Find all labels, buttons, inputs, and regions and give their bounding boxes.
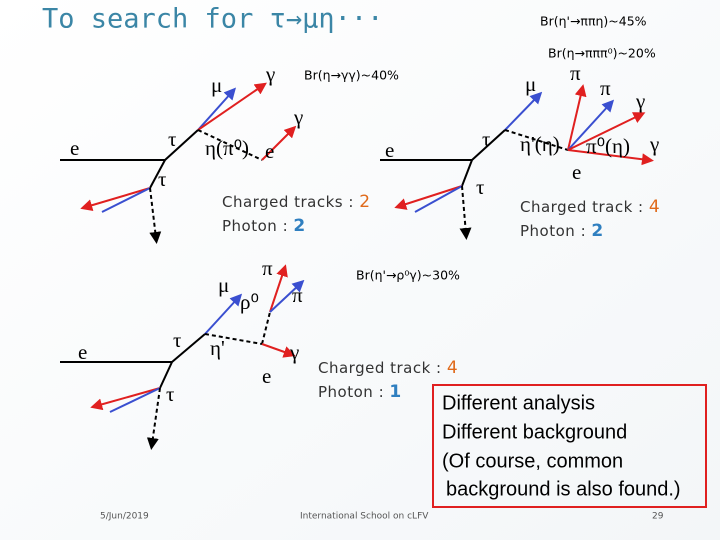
particle-label: η'(η) bbox=[520, 132, 560, 156]
neutrino-line bbox=[459, 185, 472, 240]
particle-label: μ bbox=[525, 72, 536, 96]
tau-line bbox=[149, 159, 166, 189]
photon-count: Photon : 2 bbox=[222, 216, 306, 236]
particle-label: τ bbox=[166, 382, 174, 406]
track-count: Charged tracks : 2 bbox=[222, 192, 371, 212]
rho-line bbox=[261, 311, 271, 345]
tau-line bbox=[471, 129, 506, 161]
photon-line bbox=[567, 112, 646, 151]
particle-label: γ bbox=[293, 105, 303, 129]
particle-label: γ bbox=[289, 340, 299, 364]
pion-line bbox=[567, 84, 587, 151]
track-line bbox=[109, 387, 161, 413]
footer-page: 29 bbox=[652, 512, 664, 522]
count-label: Photon : bbox=[222, 217, 288, 235]
particle-label: τ bbox=[482, 127, 490, 151]
note-line: Different background bbox=[442, 421, 627, 443]
count-label: Charged track : bbox=[520, 198, 644, 216]
particle-label: τ bbox=[158, 167, 166, 191]
count-label: Charged tracks : bbox=[222, 193, 354, 211]
footer-event: International School on cLFV bbox=[300, 512, 429, 522]
note-line: background is also found.) bbox=[446, 478, 681, 500]
pion-line bbox=[269, 279, 305, 313]
track-count: Charged track : 4 bbox=[318, 358, 458, 378]
tau-line bbox=[159, 361, 173, 389]
track-line bbox=[414, 185, 463, 213]
note-box bbox=[432, 384, 707, 508]
note-line: (Of course, common bbox=[442, 450, 623, 472]
particle-label: μ bbox=[218, 273, 229, 297]
note-line: Different analysis bbox=[442, 392, 595, 414]
particle-label: e bbox=[265, 139, 274, 163]
photon-count: Photon : 1 bbox=[318, 382, 402, 402]
particle-label: π⁰(η) bbox=[586, 134, 630, 158]
track-line bbox=[394, 185, 463, 210]
count-value: 2 bbox=[591, 221, 603, 241]
tau-line bbox=[164, 129, 199, 161]
count-value: 4 bbox=[447, 358, 458, 378]
photon-line bbox=[261, 125, 297, 161]
count-label: Charged track : bbox=[318, 359, 442, 377]
neutrino-line bbox=[149, 187, 162, 244]
particle-label: e bbox=[262, 364, 271, 388]
particle-label: e bbox=[70, 136, 79, 160]
count-value: 2 bbox=[359, 192, 370, 212]
particle-label: e bbox=[572, 160, 581, 184]
pion-line bbox=[269, 264, 288, 313]
particle-label: τ bbox=[173, 328, 181, 352]
diagram: e τ τ μ γ η(π⁰) e γ Charged tracks : 2 P… bbox=[60, 62, 371, 244]
muon-line bbox=[504, 91, 543, 131]
title: To search for τ→μη··· bbox=[42, 4, 383, 35]
pion-line bbox=[567, 99, 615, 151]
branching-ratio: Br(η'→ππη)~45% bbox=[540, 14, 647, 29]
tau-line bbox=[461, 159, 473, 187]
particle-label: μ bbox=[211, 73, 222, 97]
muon-line bbox=[197, 87, 237, 131]
particle-label: γ bbox=[649, 132, 659, 156]
muon-line bbox=[204, 293, 243, 335]
neutrino-line bbox=[146, 387, 161, 450]
particle-label: η' bbox=[210, 336, 225, 360]
count-value: 1 bbox=[389, 382, 401, 402]
diagram: e τ τ μ π ρ⁰ π η' γ e Charged track : 4 … bbox=[60, 256, 458, 450]
diagram: e τ τ μ π π γ η'(η) π⁰(η) γ e Charged tr… bbox=[380, 61, 660, 241]
particle-label: π bbox=[570, 61, 581, 85]
eta-line bbox=[197, 129, 263, 161]
particle-label: η(π⁰) bbox=[205, 136, 249, 160]
count-label: Photon : bbox=[520, 222, 586, 240]
count-value: 4 bbox=[649, 197, 660, 217]
particle-label: π bbox=[262, 256, 273, 280]
particle-label: τ bbox=[168, 127, 176, 151]
particle-label: e bbox=[78, 340, 87, 364]
particle-label: γ bbox=[635, 89, 645, 113]
particle-label: τ bbox=[476, 175, 484, 199]
track-line bbox=[101, 187, 151, 213]
photon-line bbox=[261, 343, 296, 358]
branching-ratio: Br(η→γγ)~40% bbox=[304, 68, 399, 83]
particle-label: π bbox=[600, 76, 611, 100]
photon-line bbox=[567, 149, 654, 166]
track-line bbox=[80, 187, 151, 212]
eta-line bbox=[204, 333, 263, 345]
count-label: Photon : bbox=[318, 383, 384, 401]
particle-label: e bbox=[385, 138, 394, 162]
track-count: Charged track : 4 bbox=[520, 197, 660, 217]
particle-label: π bbox=[292, 283, 303, 307]
tau-line bbox=[171, 333, 206, 363]
branching-ratio: Br(η→πππ⁰)~20% bbox=[548, 46, 656, 61]
count-value: 2 bbox=[293, 216, 305, 236]
particle-label: ρ⁰ bbox=[240, 290, 259, 314]
footer-date: 5/Jun/2019 bbox=[100, 512, 149, 522]
track-line bbox=[90, 387, 161, 411]
photon-line bbox=[197, 82, 267, 131]
particle-label: γ bbox=[265, 62, 275, 86]
branching-ratio: Br(η'→ρ⁰γ)~30% bbox=[356, 268, 460, 283]
photon-count: Photon : 2 bbox=[520, 221, 604, 241]
